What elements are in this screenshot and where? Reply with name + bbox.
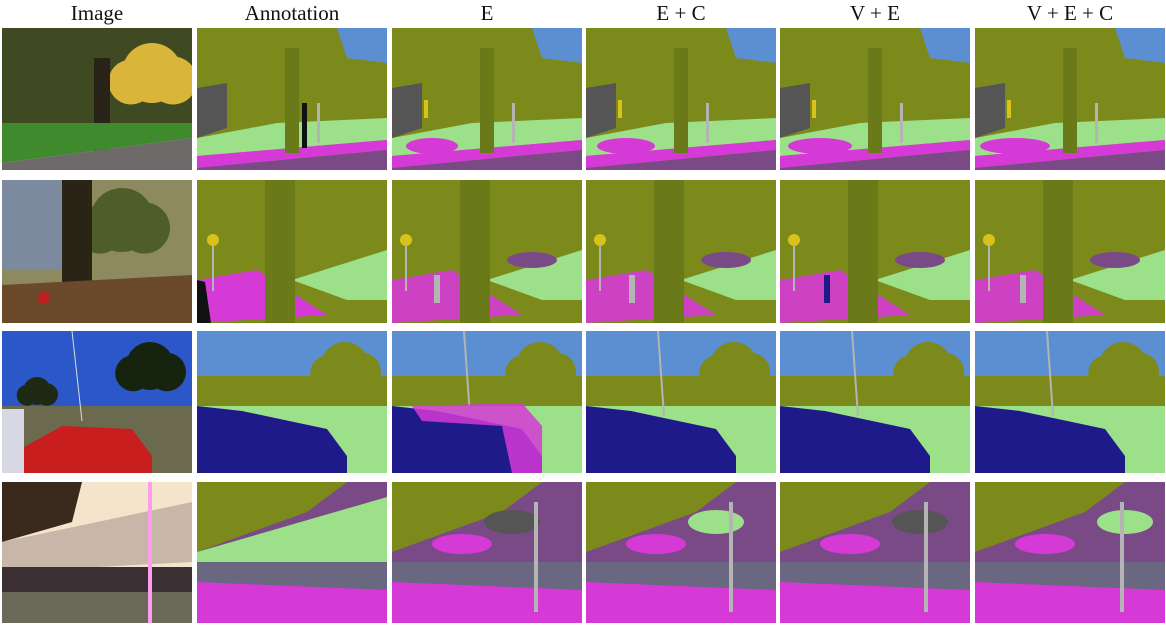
row-2-e-c	[586, 180, 776, 323]
column-header-e: E	[480, 1, 494, 25]
row-2-e	[392, 180, 582, 323]
row-4-image	[2, 482, 192, 623]
row-2-v-e	[780, 180, 970, 323]
column-header-v-e-c: V + E + C	[1026, 1, 1114, 25]
row-1-image	[2, 28, 192, 170]
row-1-annotation	[197, 28, 387, 170]
row-4-v-e-c	[975, 482, 1165, 623]
row-4-e	[392, 482, 582, 623]
column-header-e-c: E + C	[656, 1, 706, 25]
row-2-annotation	[197, 180, 387, 323]
column-header-annotation: Annotation	[244, 1, 340, 25]
row-3-image	[2, 331, 192, 473]
row-1-v-e-c	[975, 28, 1165, 170]
row-3-annotation	[197, 331, 387, 473]
row-1-v-e	[780, 28, 970, 170]
row-1-e-c	[586, 28, 776, 170]
row-3-v-e-c	[975, 331, 1165, 473]
row-3-v-e	[780, 331, 970, 473]
row-2-v-e-c	[975, 180, 1165, 323]
row-4-e-c	[586, 482, 776, 623]
column-header-v-e: V + E	[850, 1, 900, 25]
column-header-image: Image	[70, 1, 124, 25]
row-3-e	[392, 331, 582, 473]
row-3-e-c	[586, 331, 776, 473]
row-1-e	[392, 28, 582, 170]
row-4-annotation	[197, 482, 387, 623]
row-2-image	[2, 180, 192, 323]
row-4-v-e	[780, 482, 970, 623]
